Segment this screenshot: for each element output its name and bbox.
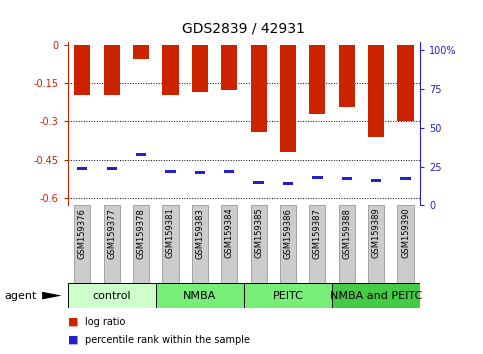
Text: NMBA and PEITC: NMBA and PEITC — [330, 291, 422, 301]
Text: GDS2839 / 42931: GDS2839 / 42931 — [183, 21, 305, 35]
FancyBboxPatch shape — [162, 205, 179, 283]
FancyBboxPatch shape — [192, 205, 208, 283]
Bar — [77, 167, 87, 170]
FancyBboxPatch shape — [104, 205, 120, 283]
Bar — [368, 45, 384, 137]
Bar — [371, 179, 381, 182]
FancyBboxPatch shape — [133, 205, 149, 283]
Text: GSM159384: GSM159384 — [225, 208, 234, 258]
Text: GSM159377: GSM159377 — [107, 208, 116, 258]
Text: log ratio: log ratio — [85, 317, 125, 327]
Text: PEITC: PEITC — [272, 291, 303, 301]
Bar — [162, 45, 179, 95]
Text: ■: ■ — [68, 335, 78, 345]
Text: GSM159389: GSM159389 — [371, 208, 381, 258]
Text: GSM159390: GSM159390 — [401, 208, 410, 258]
Bar — [136, 153, 146, 156]
Text: GSM159376: GSM159376 — [78, 208, 87, 258]
FancyBboxPatch shape — [280, 205, 296, 283]
FancyBboxPatch shape — [244, 283, 332, 308]
Text: GSM159386: GSM159386 — [284, 208, 293, 258]
Text: GSM159381: GSM159381 — [166, 208, 175, 258]
FancyBboxPatch shape — [332, 283, 420, 308]
Text: GSM159378: GSM159378 — [137, 208, 145, 258]
Bar — [104, 45, 120, 95]
Bar — [398, 45, 413, 121]
FancyBboxPatch shape — [339, 205, 355, 283]
Text: NMBA: NMBA — [183, 291, 216, 301]
FancyBboxPatch shape — [74, 205, 90, 283]
Bar — [309, 45, 326, 114]
Bar — [74, 45, 90, 95]
FancyBboxPatch shape — [398, 205, 413, 283]
FancyBboxPatch shape — [368, 205, 384, 283]
FancyBboxPatch shape — [251, 205, 267, 283]
Bar — [280, 45, 296, 152]
FancyBboxPatch shape — [68, 283, 156, 308]
Text: GSM159388: GSM159388 — [342, 208, 351, 258]
Bar — [224, 170, 234, 173]
Text: GSM159387: GSM159387 — [313, 208, 322, 258]
Bar — [339, 45, 355, 107]
Bar — [195, 171, 205, 174]
Bar — [133, 45, 149, 59]
Bar — [192, 45, 208, 92]
Text: GSM159383: GSM159383 — [195, 208, 204, 258]
Bar — [165, 170, 176, 173]
Polygon shape — [42, 292, 62, 299]
Text: percentile rank within the sample: percentile rank within the sample — [85, 335, 250, 345]
Bar — [283, 182, 293, 185]
Bar — [107, 167, 117, 170]
Text: agent: agent — [5, 291, 37, 301]
Bar — [221, 45, 237, 90]
Bar — [400, 177, 411, 181]
FancyBboxPatch shape — [156, 283, 244, 308]
Bar — [254, 181, 264, 184]
Bar — [251, 45, 267, 132]
Bar — [312, 176, 323, 179]
Bar — [341, 177, 352, 181]
Text: control: control — [92, 291, 131, 301]
FancyBboxPatch shape — [221, 205, 237, 283]
Text: ■: ■ — [68, 317, 78, 327]
FancyBboxPatch shape — [309, 205, 326, 283]
Text: GSM159385: GSM159385 — [254, 208, 263, 258]
